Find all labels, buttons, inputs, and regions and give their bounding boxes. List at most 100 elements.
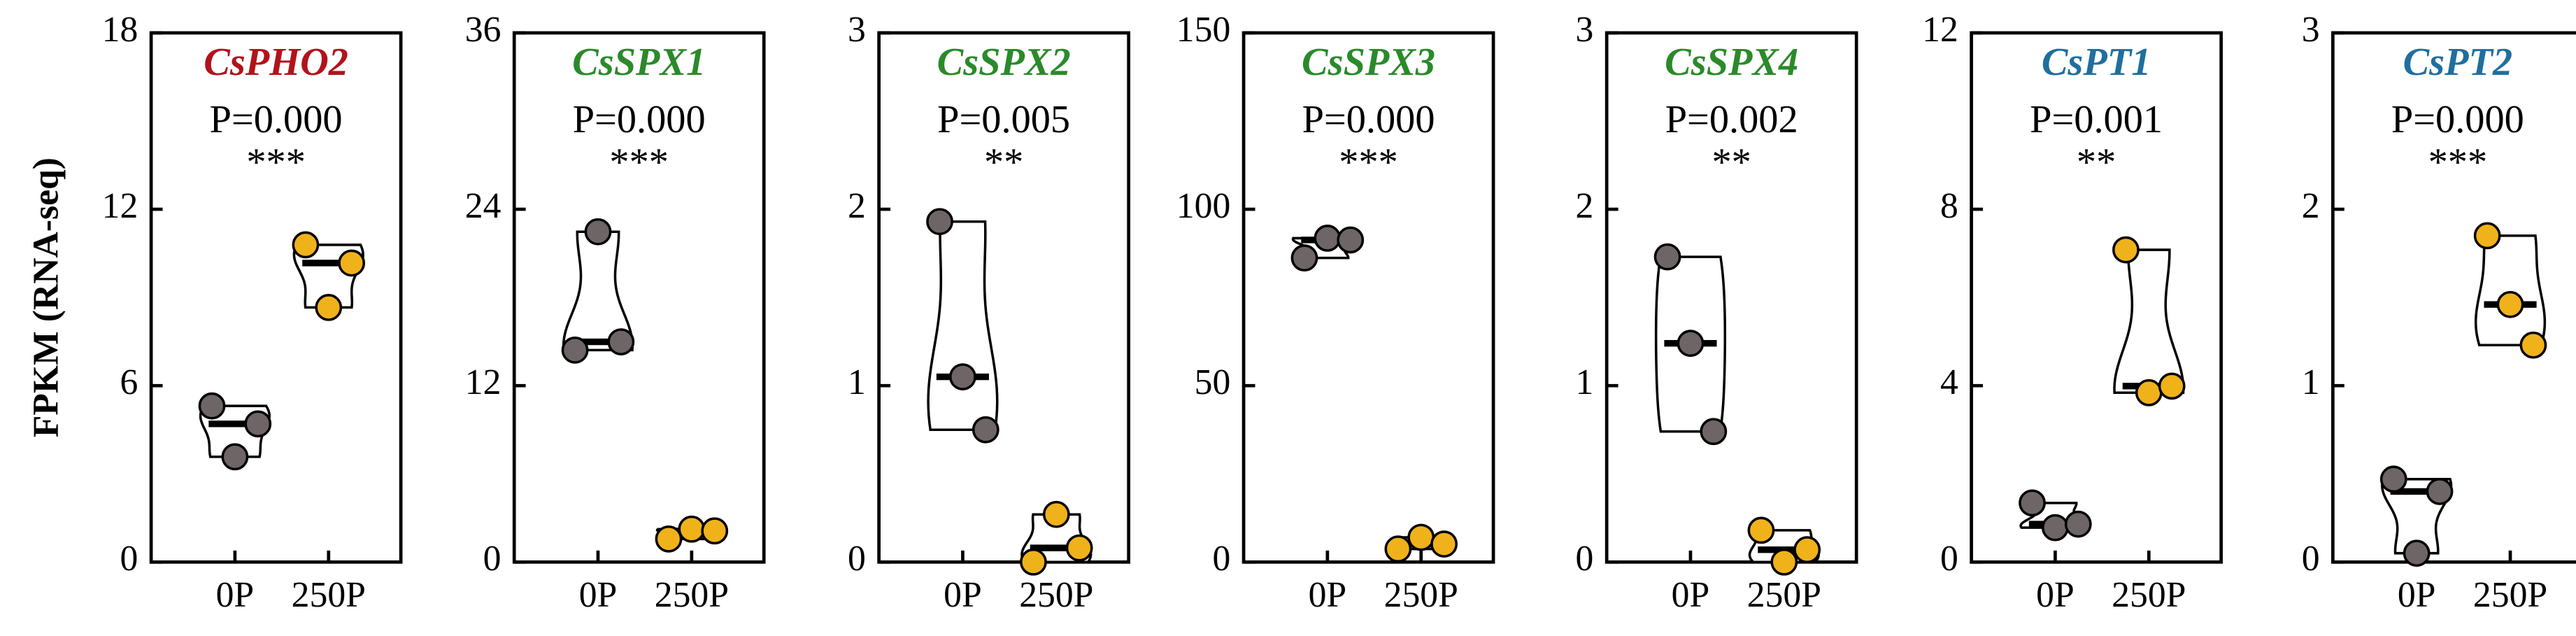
- data-point: [1407, 523, 1435, 551]
- data-point: [2519, 331, 2547, 359]
- panel-title: CsPT2: [2403, 41, 2513, 84]
- data-point: [1290, 244, 1318, 272]
- data-point: [2135, 379, 2163, 407]
- axes-frame: [877, 31, 1131, 564]
- axes-frame: [512, 31, 766, 564]
- axes-frame: [1604, 31, 1858, 564]
- y-tick-label: 6: [120, 362, 138, 402]
- data-point: [2473, 222, 2501, 250]
- y-tick-label: 3: [848, 10, 866, 50]
- x-tick-label: 250P: [292, 575, 366, 615]
- data-point: [678, 515, 706, 543]
- data-point: [244, 410, 272, 438]
- data-point: [2112, 236, 2140, 264]
- data-point: [1747, 516, 1775, 544]
- y-tick-label: 3: [1576, 10, 1594, 50]
- y-tick-label: 0: [120, 539, 138, 579]
- data-point: [584, 218, 612, 246]
- data-point: [1430, 530, 1458, 558]
- data-point: [972, 416, 999, 444]
- significance: ***: [246, 141, 306, 184]
- data-point: [2158, 372, 2186, 400]
- violin: [2474, 234, 2547, 346]
- p-value: P=0.000: [2391, 98, 2524, 141]
- y-tick-label: 100: [1176, 186, 1230, 226]
- panel-title: CsPT1: [2042, 41, 2151, 84]
- significance: **: [984, 141, 1023, 184]
- p-value: P=0.005: [937, 98, 1070, 141]
- violin: [2113, 248, 2185, 395]
- data-point: [315, 294, 343, 321]
- data-point: [1384, 535, 1412, 563]
- data-point: [926, 208, 953, 236]
- data-point: [1653, 243, 1681, 271]
- significance: **: [2077, 141, 2116, 184]
- x-tick-label: 0P: [2036, 575, 2075, 615]
- p-value: P=0.001: [2030, 98, 2163, 141]
- y-tick-label: 1: [848, 362, 866, 402]
- data-point: [949, 363, 976, 390]
- y-tick-label: 0: [2302, 539, 2320, 579]
- data-point: [1314, 225, 1342, 252]
- data-point: [1700, 418, 1728, 446]
- x-tick-label: 0P: [579, 575, 618, 615]
- data-point: [198, 392, 226, 420]
- panel-title: CsSPX4: [1665, 41, 1798, 84]
- y-tick-label: 1: [2302, 362, 2320, 402]
- y-tick-label: 2: [2302, 186, 2320, 226]
- y-tick-label: 2: [1576, 186, 1594, 226]
- significance: **: [1712, 141, 1751, 184]
- x-tick-label: 0P: [216, 575, 255, 615]
- data-point: [1020, 548, 1047, 576]
- y-tick-label: 8: [1940, 186, 1958, 226]
- y-tick-label: 0: [848, 539, 866, 579]
- data-point: [338, 249, 366, 277]
- y-tick-label: 12: [465, 362, 501, 402]
- panel-title: CsSPX3: [1302, 41, 1435, 84]
- data-point: [2042, 514, 2069, 542]
- y-tick-label: 50: [1195, 362, 1231, 402]
- data-point: [2064, 510, 2092, 538]
- data-point: [1677, 330, 1705, 358]
- y-tick-label: 36: [465, 10, 501, 50]
- x-tick-label: 250P: [2473, 575, 2547, 615]
- panel-title: CsSPX2: [937, 41, 1071, 84]
- data-point: [1065, 534, 1093, 562]
- axes-frame: [1970, 31, 2223, 564]
- x-tick-label: 0P: [944, 575, 982, 615]
- data-point: [2426, 478, 2454, 505]
- data-point: [292, 231, 320, 259]
- p-value: P=0.000: [573, 98, 706, 141]
- axes-frame: [149, 31, 403, 564]
- y-tick-label: 150: [1176, 10, 1230, 50]
- axes-frame: [2331, 31, 2576, 564]
- y-axis-label: FPKM (RNA-seq): [26, 157, 66, 437]
- violin: [927, 220, 999, 431]
- data-point: [655, 525, 683, 553]
- data-point: [607, 328, 635, 355]
- y-tick-label: 12: [1922, 10, 1958, 50]
- axes-frame: [1241, 31, 1495, 564]
- data-point: [1793, 536, 1821, 564]
- data-point: [2019, 489, 2046, 517]
- y-tick-label: 24: [465, 186, 501, 226]
- x-tick-label: 0P: [2398, 575, 2436, 615]
- x-tick-label: 0P: [1672, 575, 1710, 615]
- violin: [562, 230, 634, 352]
- x-tick-label: 250P: [2112, 575, 2186, 615]
- data-point: [221, 443, 249, 471]
- data-point: [561, 336, 589, 364]
- y-tick-label: 1: [1576, 362, 1594, 402]
- data-point: [701, 517, 729, 545]
- x-tick-label: 250P: [1384, 575, 1458, 615]
- y-tick-label: 0: [1212, 539, 1230, 579]
- significance: ***: [2428, 141, 2488, 184]
- y-tick-label: 18: [102, 10, 138, 50]
- y-tick-label: 0: [1576, 539, 1594, 579]
- significance: ***: [1339, 141, 1398, 184]
- y-tick-label: 0: [1940, 539, 1958, 579]
- x-tick-label: 250P: [1747, 575, 1821, 615]
- p-value: P=0.002: [1665, 98, 1798, 141]
- y-tick-label: 0: [483, 539, 501, 579]
